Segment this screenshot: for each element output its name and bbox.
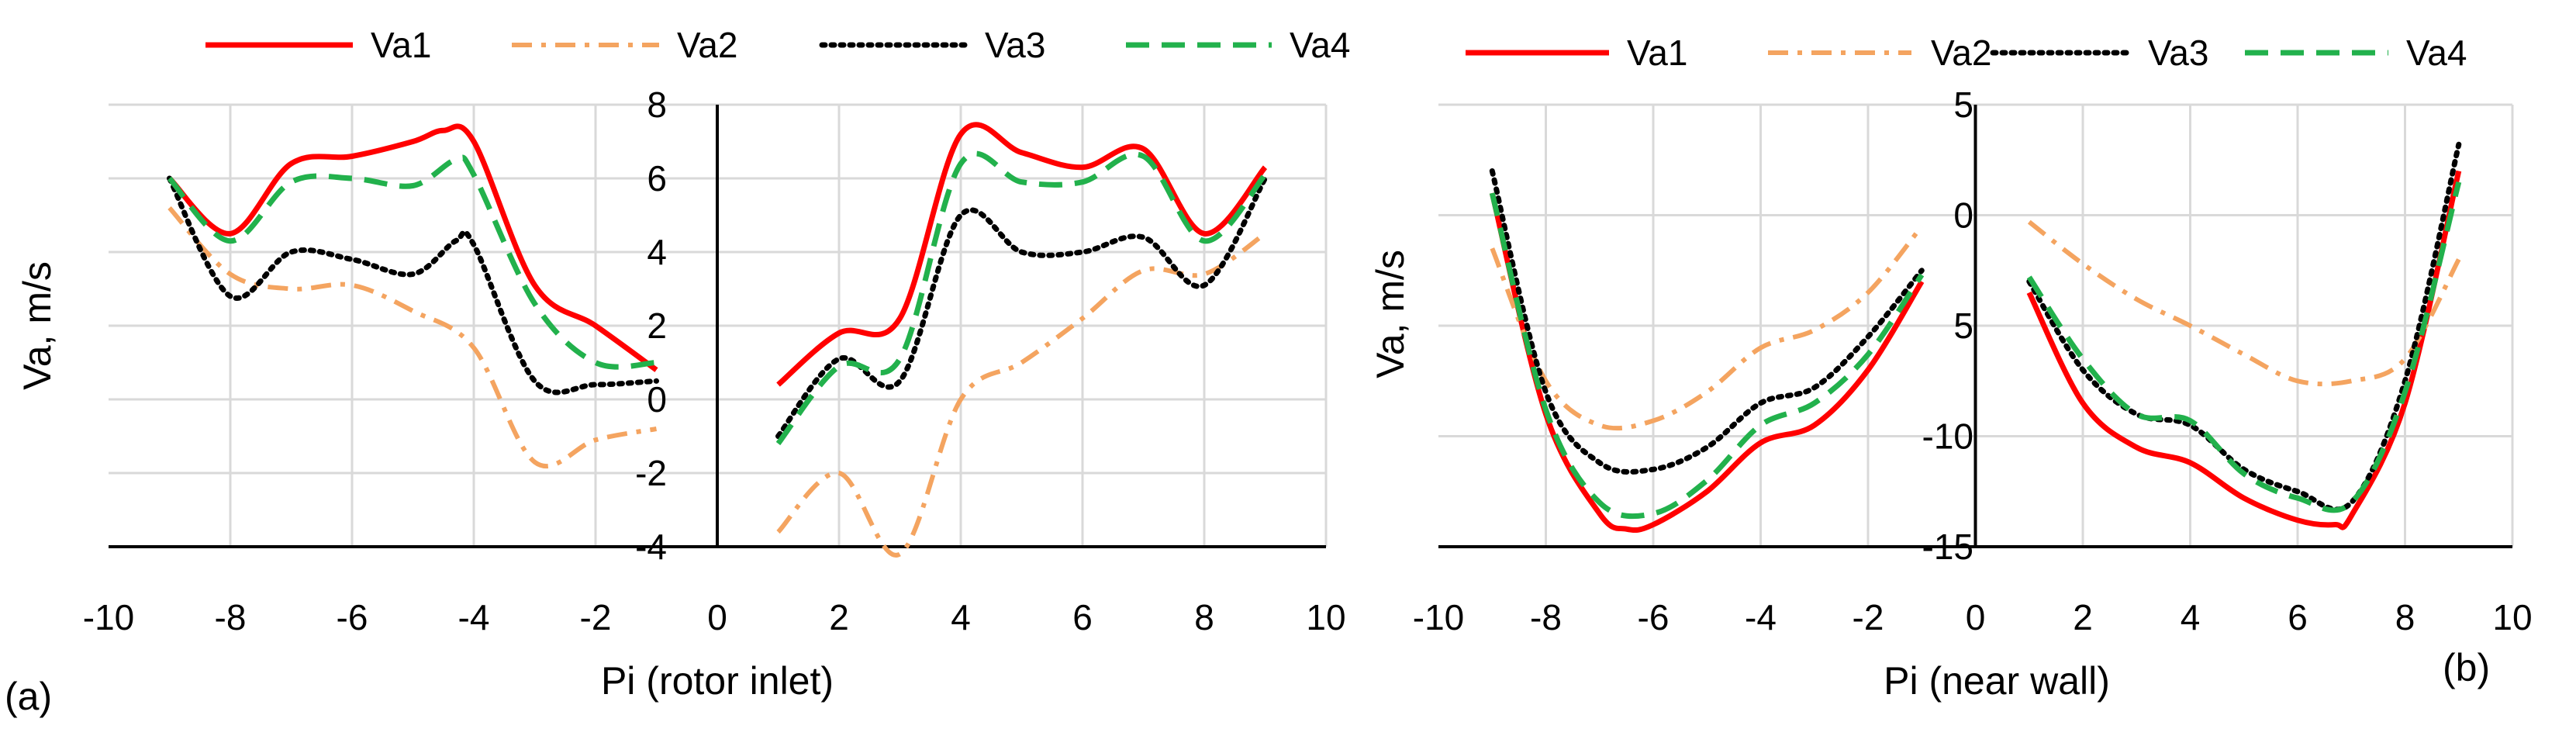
y-tick-label-b: 5	[1953, 306, 1973, 346]
legend-label-va4-b: Va4	[2406, 33, 2467, 73]
chart-panel-a: -10 -8 -6 -4 -2 0 2 4 6 8 10 -4 -2 0 2 4 6 8 Pi (rotor inl…	[5, 25, 1350, 718]
x-axis-label-b: Pi (near wall)	[1884, 659, 2110, 703]
x-tick-label-a: -4	[458, 597, 490, 637]
y-tick-label-a: 8	[647, 85, 667, 125]
legend-label-va1-b: Va1	[1627, 33, 1687, 73]
legend-label-va1-a: Va1	[371, 25, 431, 65]
x-tick-label-a: 0	[707, 597, 727, 637]
y-tick-label-a: 6	[647, 158, 667, 199]
x-tick-label-b: 8	[2395, 597, 2415, 637]
series-line-va4-a	[775, 150, 1268, 446]
chart-panel-b: -10 -8 -6 -4 -2 0 2 4 6 8 10 -15 -10 5 0 5 Pi (near wall…	[1369, 33, 2533, 703]
series-line-va3-a	[775, 175, 1268, 439]
series-line-va4-b	[1489, 192, 1925, 520]
series-line-va4-b	[2026, 181, 2462, 513]
x-tick-label-b: 0	[1966, 597, 1986, 637]
panel-label-a: (a)	[5, 675, 52, 718]
x-tick-label-b: 10	[2492, 597, 2532, 637]
legend-label-va3-a: Va3	[985, 25, 1045, 65]
x-tick-label-b: 6	[2288, 597, 2308, 637]
x-tick-label-b: 4	[2181, 597, 2201, 637]
x-tick-label-a: 8	[1194, 597, 1214, 637]
series-line-va1-a	[167, 123, 658, 372]
x-tick-label-a: 6	[1072, 597, 1093, 637]
series-line-va4-a	[167, 154, 657, 370]
x-tick-label-b: -2	[1853, 597, 1884, 637]
x-tick-label-b: -6	[1638, 597, 1670, 637]
y-axis-label-b: Va, m/s	[1369, 250, 1412, 378]
x-tick-label-a: 10	[1306, 597, 1345, 637]
x-tick-label-a: 4	[951, 597, 971, 637]
y-tick-label-a: 4	[647, 232, 667, 272]
x-tick-label-b: 2	[2073, 597, 2093, 637]
legend-label-va2-a: Va2	[677, 25, 737, 65]
y-tick-label-b: 0	[1953, 195, 1973, 236]
series-line-va1-b	[1489, 192, 1925, 534]
x-tick-label-a: -6	[337, 597, 368, 637]
x-tick-label-a: -10	[83, 597, 134, 637]
series-line-va2-b	[1490, 224, 1924, 431]
y-tick-label-a: -2	[635, 453, 667, 493]
y-tick-label-b: 5	[1953, 85, 1973, 125]
y-axis-label-a: Va, m/s	[16, 261, 59, 390]
y-tick-label-b: -10	[1922, 416, 1973, 457]
series-line-va3-a	[167, 175, 659, 395]
series-line-va2-a	[776, 231, 1267, 558]
series-line-va1-b	[2026, 170, 2462, 530]
series-line-va3-b	[2026, 141, 2462, 513]
x-tick-label-b: -4	[1745, 597, 1777, 637]
x-tick-label-b: -10	[1413, 597, 1464, 637]
x-tick-label-a: -2	[580, 597, 612, 637]
series-line-va2-a	[167, 206, 658, 469]
y-tick-label-a: 2	[647, 306, 667, 346]
series-line-va2-b	[2027, 219, 2461, 387]
series-line-va1-a	[776, 122, 1268, 387]
x-tick-label-a: 2	[829, 597, 849, 637]
legend-label-va4-a: Va4	[1290, 25, 1350, 65]
y-tick-label-a: 0	[647, 379, 667, 420]
legend-label-va2-b: Va2	[1931, 33, 1991, 73]
panel-label-b: (b)	[2443, 646, 2490, 689]
x-axis-label-a: Pi (rotor inlet)	[601, 659, 834, 703]
series-line-va3-b	[1489, 168, 1925, 475]
x-tick-label-b: -8	[1530, 597, 1562, 637]
legend-label-va3-b: Va3	[2148, 33, 2208, 73]
y-tick-label-b: -15	[1922, 527, 1973, 567]
y-tick-label-a: -4	[635, 527, 667, 567]
x-tick-label-a: -8	[215, 597, 247, 637]
